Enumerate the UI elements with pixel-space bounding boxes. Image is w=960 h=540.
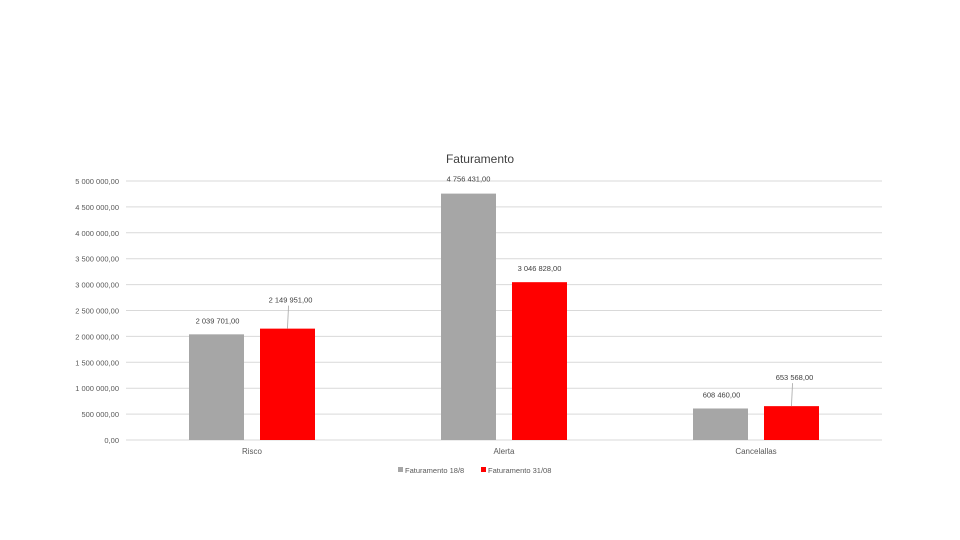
leader-lines (287, 305, 793, 407)
data-labels: 2 039 701,00 2 149 951,00 4 756 431,00 3 04… (196, 175, 814, 400)
y-tick-label: 1 500 000,00 (75, 358, 119, 367)
legend-swatch (398, 467, 403, 472)
x-category-label: Cancelallas (735, 447, 776, 456)
bar (512, 282, 567, 440)
y-tick-label: 500 000,00 (81, 410, 119, 419)
bar (693, 408, 748, 440)
x-category-label: Alerta (494, 447, 515, 456)
y-tick-label: 0,00 (104, 436, 119, 445)
y-axis-ticks: 0,00 500 000,00 1 000 000,00 1 500 000,00 2 … (75, 177, 119, 445)
x-axis-categories: Risco Alerta Cancelallas (242, 447, 777, 456)
y-tick-label: 5 000 000,00 (75, 177, 119, 186)
y-tick-label: 3 500 000,00 (75, 255, 119, 264)
data-label: 4 756 431,00 (447, 175, 491, 184)
bar (189, 334, 244, 440)
bar (260, 328, 315, 440)
bar (764, 406, 819, 440)
bars (189, 193, 819, 440)
legend: Faturamento 18/8 Faturamento 31/08 (398, 466, 551, 475)
chart-title: Faturamento (446, 152, 514, 166)
y-tick-label: 3 000 000,00 (75, 281, 119, 290)
data-label: 2 039 701,00 (196, 316, 240, 325)
leader-line (287, 305, 289, 329)
data-label: 3 046 828,00 (518, 264, 562, 273)
x-category-label: Risco (242, 447, 263, 456)
data-label: 608 460,00 (703, 390, 741, 399)
legend-swatch (481, 467, 486, 472)
legend-entry: Faturamento 31/08 (488, 466, 551, 475)
y-tick-label: 2 000 000,00 (75, 332, 119, 341)
y-tick-label: 4 500 000,00 (75, 203, 119, 212)
y-tick-label: 2 500 000,00 (75, 307, 119, 316)
leader-line (791, 383, 793, 407)
gridlines (126, 180, 882, 441)
y-tick-label: 1 000 000,00 (75, 384, 119, 393)
data-label: 653 568,00 (776, 373, 814, 382)
bar (441, 193, 496, 440)
legend-entry: Faturamento 18/8 (405, 466, 464, 475)
data-label: 2 149 951,00 (269, 296, 313, 305)
y-tick-label: 4 000 000,00 (75, 229, 119, 238)
